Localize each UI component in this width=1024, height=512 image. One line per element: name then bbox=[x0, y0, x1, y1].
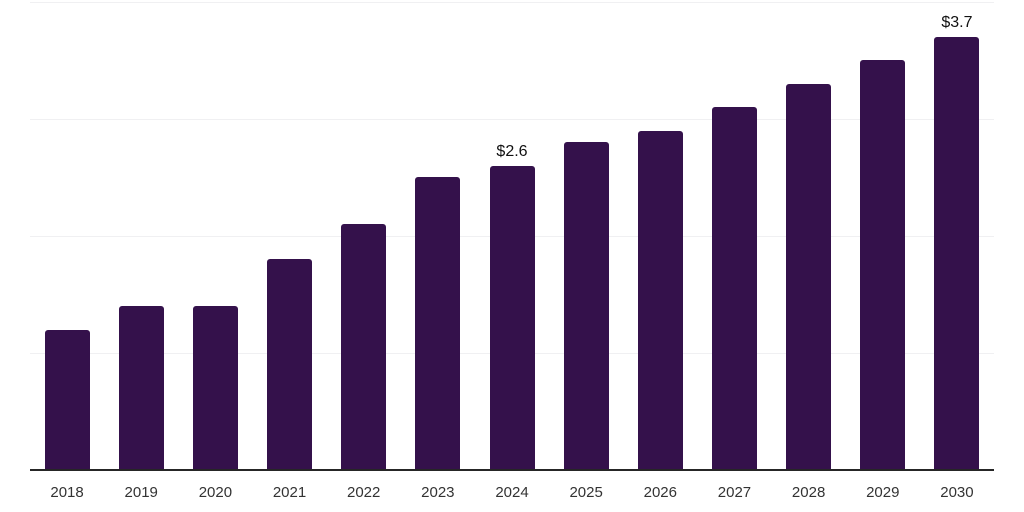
bar-2030 bbox=[934, 37, 980, 470]
x-tick-2029: 2029 bbox=[866, 484, 900, 501]
bar-2027 bbox=[711, 107, 757, 470]
bar-2025 bbox=[563, 142, 609, 470]
x-tick-2024: 2024 bbox=[495, 484, 529, 501]
data-label-2024: $2.6 bbox=[496, 143, 528, 160]
x-tick-2023: 2023 bbox=[421, 484, 455, 501]
x-tick-2027: 2027 bbox=[717, 484, 752, 501]
x-tick-2020: 2020 bbox=[198, 484, 233, 501]
x-tick-2018: 2018 bbox=[50, 484, 84, 501]
gridline-4 bbox=[30, 2, 994, 3]
bar-2026 bbox=[637, 131, 683, 470]
x-tick-2030: 2030 bbox=[940, 484, 974, 501]
bar-2021 bbox=[267, 259, 313, 470]
bar-2028 bbox=[786, 84, 832, 470]
data-label-2030: $3.7 bbox=[941, 14, 973, 31]
bar-2020 bbox=[192, 306, 238, 470]
bar-2023 bbox=[415, 177, 461, 470]
x-tick-2025: 2025 bbox=[569, 484, 603, 501]
gridline-3 bbox=[30, 119, 994, 120]
x-tick-2026: 2026 bbox=[643, 484, 677, 501]
x-tick-2019: 2019 bbox=[124, 484, 158, 501]
x-tick-2028: 2028 bbox=[791, 484, 826, 501]
bar-2018 bbox=[44, 330, 90, 470]
bar-2024 bbox=[489, 166, 535, 470]
x-tick-2021: 2021 bbox=[272, 484, 307, 501]
x-tick-2022: 2022 bbox=[347, 484, 381, 501]
bar-2022 bbox=[341, 224, 387, 470]
x-axis-line bbox=[30, 469, 994, 471]
bar-2029 bbox=[860, 60, 906, 470]
bar-2019 bbox=[118, 306, 164, 470]
